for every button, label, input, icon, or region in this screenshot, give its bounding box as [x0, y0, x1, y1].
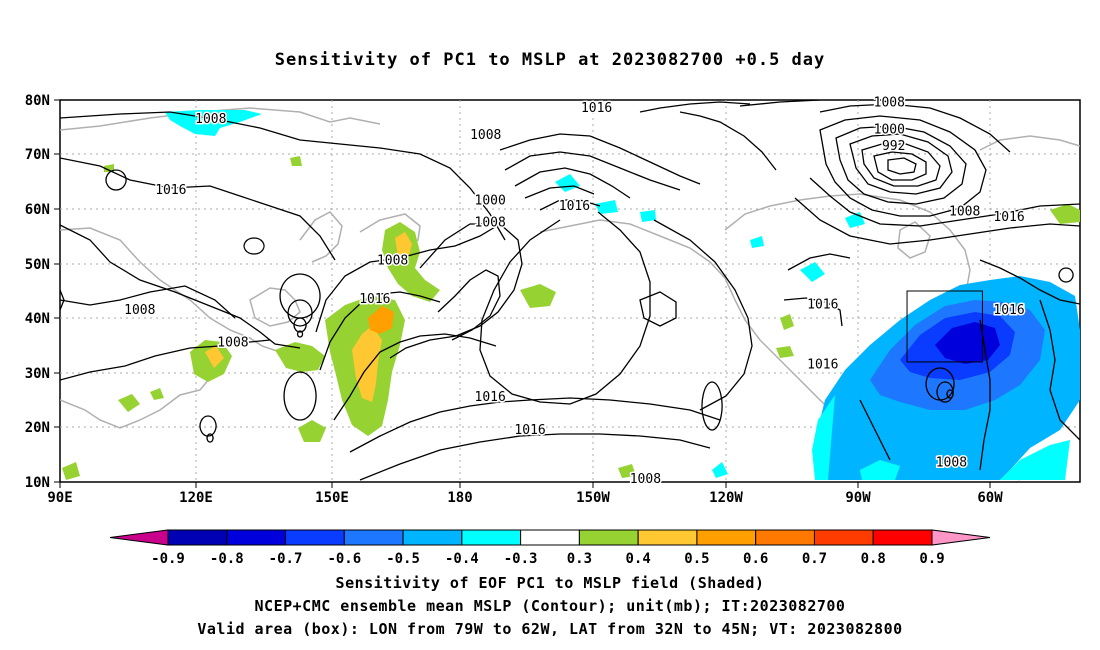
colorbar-min-triangle	[109, 529, 169, 546]
colorbar: -0.9 -0.8 -0.7 -0.6 -0.5 -0.4 -0.3 0.3 0.4 0.5 0.6…	[109, 529, 991, 567]
graticule	[60, 100, 1080, 482]
contour-label: 1008	[470, 128, 501, 143]
contour-label: 1016	[581, 101, 612, 116]
colorbar-tick-label: -0.5	[386, 551, 420, 567]
contour-label: 1000	[874, 123, 905, 138]
lat-label-10n: 10N	[25, 475, 50, 491]
lon-label-90w: 90W	[845, 490, 871, 506]
colorbar-swatch	[637, 529, 698, 546]
shade-cyan-arctic	[165, 110, 262, 136]
shade-green-japan	[275, 342, 325, 372]
contour-label: 1008	[217, 336, 248, 351]
colorbar-tick-label: 0.3	[567, 551, 592, 567]
colorbar-swatch	[813, 529, 874, 546]
shade-orange-nwpac	[368, 306, 394, 334]
colorbar-swatch	[696, 529, 757, 546]
contour-label: 1008	[195, 112, 226, 127]
colorbar-swatch	[461, 529, 522, 546]
lon-label-60w: 60W	[977, 490, 1003, 506]
contour-label: 1016	[155, 183, 186, 198]
lat-label-30n: 30N	[25, 366, 50, 382]
lon-label-120w: 120W	[709, 490, 743, 506]
valid-area-box	[906, 290, 983, 363]
shade-cyan-patch-a	[800, 262, 825, 282]
colorbar-tick-label: -0.8	[210, 551, 244, 567]
mslp-contours	[60, 100, 1080, 481]
lat-label-40n: 40N	[25, 311, 50, 327]
lat-label-50n: 50N	[25, 257, 50, 273]
colorbar-swatch	[578, 529, 639, 546]
contour-label: 1008	[874, 95, 905, 110]
contour-label: 1008	[377, 254, 408, 269]
colorbar-tick-label: 0.7	[802, 551, 827, 567]
colorbar-swatch	[226, 529, 287, 546]
colorbar-tick-label: -0.6	[327, 551, 361, 567]
lat-label-70n: 70N	[25, 147, 50, 163]
contour-label: 1008	[475, 216, 506, 231]
contour-label: 1016	[807, 357, 838, 372]
colorbar-tick-label: -0.9	[151, 551, 185, 567]
contour-label: 1016	[514, 423, 545, 438]
contour-label: 1016	[807, 297, 838, 312]
contour-label: 1008	[630, 472, 661, 487]
shade-lightcyan-atlantic	[812, 395, 1070, 480]
contour-label: 1008	[936, 456, 967, 471]
contour-label: 992	[882, 139, 905, 154]
colorbar-tick-label: -0.4	[445, 551, 479, 567]
caption-line-2: NCEP+CMC ensemble mean MSLP (Contour); u…	[254, 597, 846, 615]
lat-label-20n: 20N	[25, 420, 50, 436]
colorbar-tick-label: 0.4	[626, 551, 651, 567]
lon-label-120e: 120E	[179, 490, 213, 506]
colorbar-tick-label: 0.8	[861, 551, 886, 567]
contour-label: 1008	[124, 303, 155, 318]
caption-line-1: Sensitivity of EOF PC1 to MSLP field (Sh…	[335, 574, 765, 592]
lon-labels: 90E 120E 150E 180 150W 120W 90W 60W	[47, 490, 1003, 506]
colorbar-tick-label: -0.3	[504, 551, 538, 567]
shade-yellow-china	[205, 346, 224, 368]
lat-label-80n: 80N	[25, 93, 50, 109]
shade-yellow-nwpac	[352, 326, 382, 402]
colorbar-swatch	[520, 529, 580, 546]
colorbar-swatch	[285, 529, 345, 546]
colorbar-tick-label: -0.7	[269, 551, 303, 567]
contour-label: 1016	[993, 210, 1024, 225]
contour-label: 1016	[993, 303, 1024, 318]
axis-ticks	[54, 99, 991, 488]
colorbar-swatch	[755, 529, 815, 546]
colorbar-tick-label: 0.6	[743, 551, 768, 567]
colorbar-swatch	[343, 529, 404, 546]
contour-label: 1016	[359, 292, 390, 307]
colorbar-tick-label: 0.5	[684, 551, 709, 567]
lat-label-60n: 60N	[25, 202, 50, 218]
lon-label-150e: 150E	[315, 490, 349, 506]
contour-label: 1016	[475, 390, 506, 405]
contour-label: 1000	[475, 194, 506, 209]
contour-label: 1016	[559, 199, 590, 214]
contour-labels: 1008 1016 1008 1008 1008 1016 1008 1016 1000 1008…	[123, 94, 1027, 489]
shaded-sensitivity	[62, 110, 1080, 480]
lon-label-150w: 150W	[576, 490, 610, 506]
shade-yellow-kuril	[395, 232, 412, 258]
map-title: Sensitivity of PC1 to MSLP at 2023082700…	[274, 50, 826, 70]
colorbar-tick-label: 0.9	[919, 551, 944, 567]
shade-darkblue-atlantic	[935, 322, 1000, 364]
colorbar-swatch	[402, 529, 463, 546]
contour-label: 1008	[949, 205, 980, 220]
colorbar-max-triangle	[931, 529, 991, 546]
colorbar-swatch	[167, 529, 228, 546]
lat-labels: 80N 70N 60N 50N 40N 30N 20N 10N	[25, 93, 50, 491]
lon-label-90e: 90E	[47, 490, 72, 506]
caption-line-3: Valid area (box): LON from 79W to 62W, L…	[197, 620, 903, 638]
shade-cyan-patch-c	[555, 174, 656, 222]
colorbar-swatch	[872, 529, 933, 546]
lon-label-180: 180	[447, 490, 472, 506]
